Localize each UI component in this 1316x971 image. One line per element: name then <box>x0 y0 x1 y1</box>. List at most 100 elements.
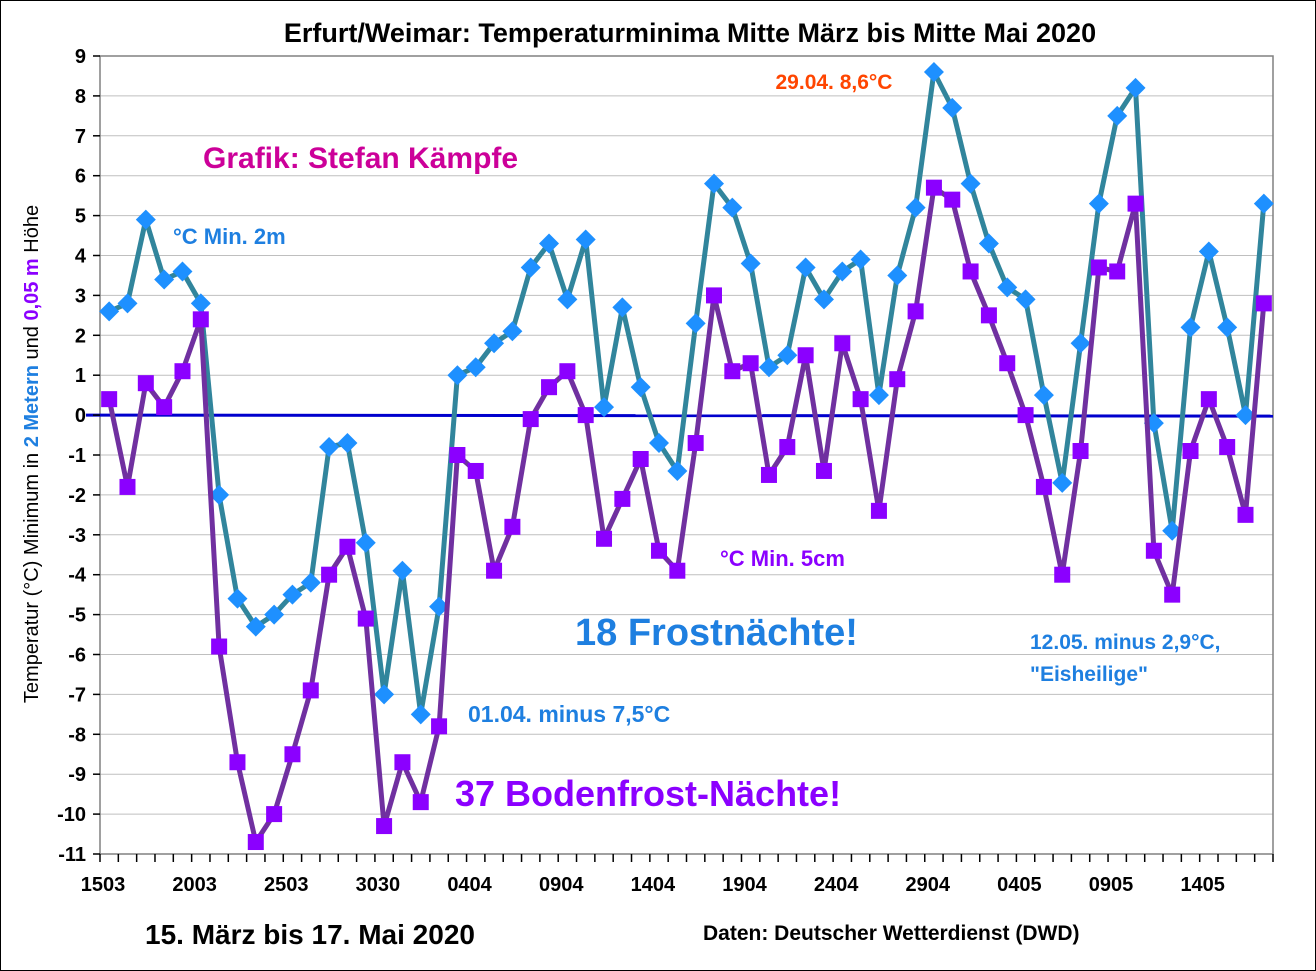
data-point <box>777 345 798 366</box>
data-point <box>245 616 266 637</box>
data-point <box>376 818 393 835</box>
data-point <box>687 435 704 452</box>
data-point <box>742 355 759 372</box>
data-point <box>1072 443 1089 460</box>
zero-line <box>85 413 1274 418</box>
data-point <box>339 538 356 555</box>
data-point <box>266 806 283 823</box>
data-point <box>355 532 376 553</box>
y-tick-label: 5 <box>75 206 86 228</box>
data-point <box>502 321 523 342</box>
data-point <box>1219 439 1236 456</box>
data-point <box>539 233 560 254</box>
x-tick-label: 2003 <box>172 874 217 896</box>
data-point <box>962 263 979 280</box>
data-point <box>156 399 173 416</box>
data-point <box>337 433 358 454</box>
data-point <box>190 293 211 314</box>
data-point <box>944 191 961 208</box>
series-line <box>108 69 1267 717</box>
data-point <box>1035 478 1052 495</box>
data-point <box>119 478 136 495</box>
x-tick-label: 2404 <box>814 874 859 896</box>
x-tick-label: 0404 <box>447 874 492 896</box>
data-point <box>229 754 246 771</box>
data-point <box>612 297 633 318</box>
y-axis-ticks: 9 8 7 6 5 4 3 2 1 0 -1 -2 -3 -4 -5 -6 -7 -8 -9 -10 -11 <box>57 46 100 866</box>
data-point <box>520 257 541 278</box>
data-point <box>172 261 193 282</box>
data-point <box>815 462 832 479</box>
data-point <box>669 562 686 579</box>
data-point <box>797 347 814 364</box>
x-tick-label: 1904 <box>722 874 767 896</box>
y-tick-label: -7 <box>68 684 86 706</box>
data-point <box>484 333 505 354</box>
data-point <box>1200 391 1217 408</box>
y-tick-label: 1 <box>75 365 86 387</box>
data-point <box>596 530 613 547</box>
data-point <box>667 460 688 481</box>
data-point <box>868 385 889 406</box>
y-tick-label: 2 <box>75 325 86 347</box>
y-tick-label: 8 <box>75 86 86 108</box>
data-point <box>740 253 761 274</box>
data-point <box>209 484 230 505</box>
data-point <box>174 363 191 380</box>
annotation-eisheilige-2: "Eisheilige" <box>1030 663 1148 686</box>
y-tick-label: -3 <box>68 525 86 547</box>
data-point <box>412 794 429 811</box>
data-point <box>449 447 466 463</box>
data-point <box>795 257 816 278</box>
data-point <box>486 562 503 579</box>
data-point <box>374 684 395 705</box>
data-point <box>282 584 303 605</box>
data-point <box>685 313 706 334</box>
data-point <box>722 197 743 218</box>
data-point <box>832 261 853 282</box>
x-axis-ticks: 1503 2003 2503 3030 0404 0904 1404 1904 2404 2904… <box>81 854 1274 896</box>
data-point <box>284 746 301 763</box>
data-point <box>923 61 944 82</box>
data-point <box>154 269 175 290</box>
data-point <box>834 335 851 352</box>
data-point <box>705 287 722 304</box>
series-2m <box>99 61 1274 725</box>
y-tick-label: -11 <box>58 844 86 866</box>
data-point <box>264 604 285 625</box>
series-5cm <box>101 179 1272 851</box>
data-point <box>1235 405 1256 426</box>
data-point <box>594 397 615 418</box>
data-point <box>614 490 631 507</box>
x-tick-label: 1503 <box>81 874 126 896</box>
data-point <box>137 375 154 392</box>
annotation-label-5cm: °C Min. 5cm <box>720 546 845 571</box>
data-point <box>889 371 906 388</box>
data-point <box>99 301 120 322</box>
data-point <box>925 179 942 196</box>
data-point <box>192 311 209 328</box>
data-point <box>117 293 138 314</box>
grid-lines <box>100 55 1273 855</box>
y-tick-label: -4 <box>68 565 87 587</box>
data-point <box>319 437 340 458</box>
y-tick-label: 3 <box>75 285 86 307</box>
data-point <box>813 289 834 310</box>
y-tick-label: -6 <box>68 645 86 667</box>
data-point <box>429 596 450 617</box>
data-point <box>942 97 963 118</box>
data-point <box>630 377 651 398</box>
data-point <box>1253 193 1274 214</box>
data-point <box>522 411 539 428</box>
data-point <box>227 588 248 609</box>
y-label-part1: Temperatur (°C) Minimum in <box>21 447 43 703</box>
data-point <box>905 197 926 218</box>
data-point <box>887 265 908 286</box>
data-point <box>465 357 486 378</box>
data-point <box>504 518 521 535</box>
data-point <box>632 450 649 467</box>
y-tick-label: 9 <box>75 46 86 68</box>
data-point <box>1217 317 1238 338</box>
y-tick-label: 7 <box>75 126 86 148</box>
data-point <box>577 407 594 424</box>
